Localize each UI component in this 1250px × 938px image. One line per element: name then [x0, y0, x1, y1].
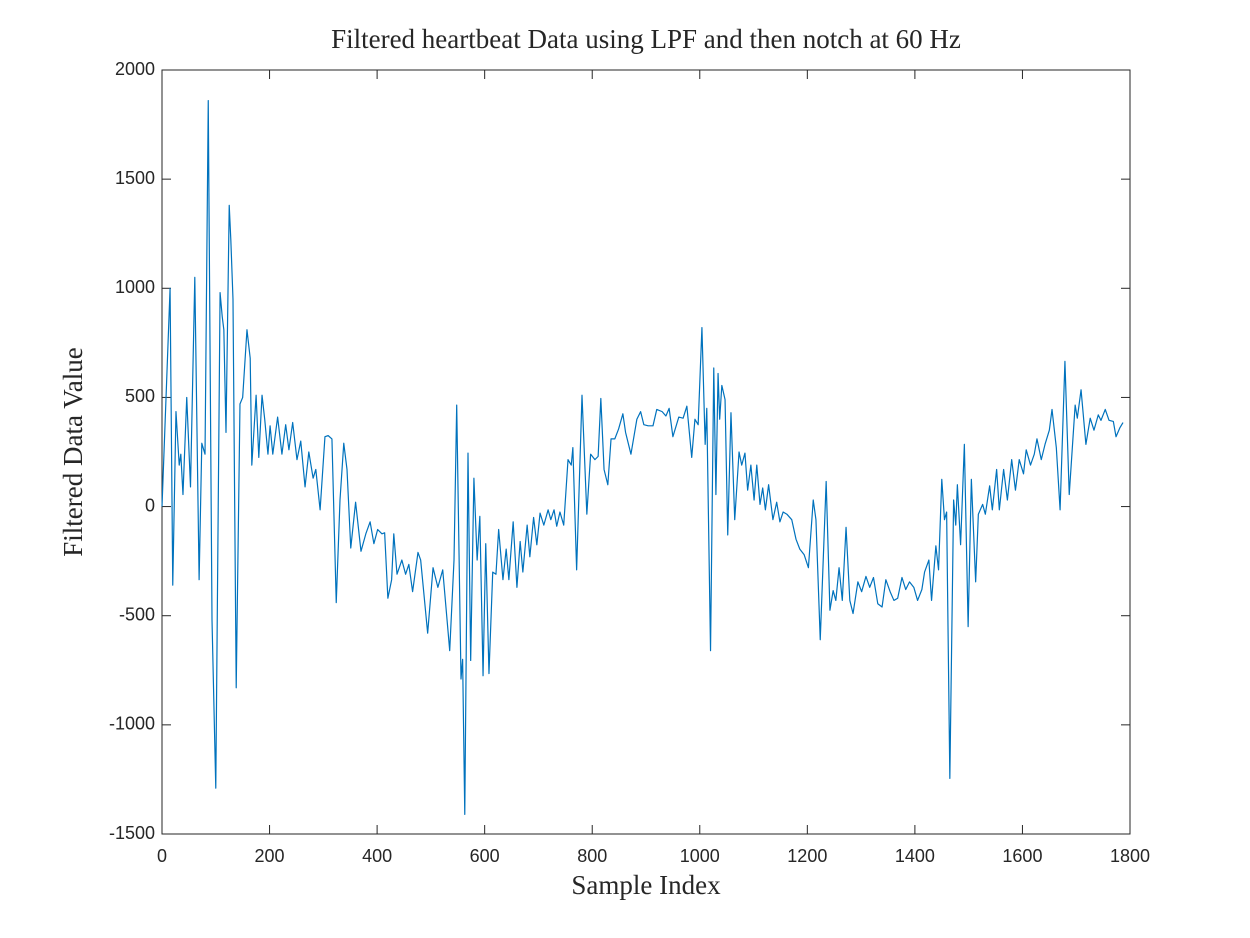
x-tick-label: 200 [255, 846, 285, 866]
y-tick-label: 0 [145, 495, 155, 515]
x-tick-label: 1400 [895, 846, 935, 866]
chart-title: Filtered heartbeat Data using LPF and th… [331, 24, 961, 54]
x-tick-label: 1600 [1002, 846, 1042, 866]
x-tick-label: 400 [362, 846, 392, 866]
x-tick-label: 1200 [787, 846, 827, 866]
y-tick-label: -500 [119, 604, 155, 624]
axes-box [161, 69, 1131, 835]
x-tick-label: 1800 [1110, 846, 1150, 866]
x-tick-label: 0 [157, 846, 167, 866]
y-tick-label: 1000 [115, 277, 155, 297]
y-tick-label: 2000 [115, 59, 155, 79]
x-tick-label: 1000 [680, 846, 720, 866]
x-tick-label: 600 [470, 846, 500, 866]
y-tick-label: -1000 [109, 714, 155, 734]
y-tick-label: 500 [125, 386, 155, 406]
y-tick-label: 1500 [115, 168, 155, 188]
data-line [161, 99, 1124, 815]
y-tick-label: -1500 [109, 823, 155, 843]
x-axis-label: Sample Index [571, 870, 721, 900]
x-tick-label: 800 [577, 846, 607, 866]
y-axis-label: Filtered Data Value [58, 347, 88, 556]
